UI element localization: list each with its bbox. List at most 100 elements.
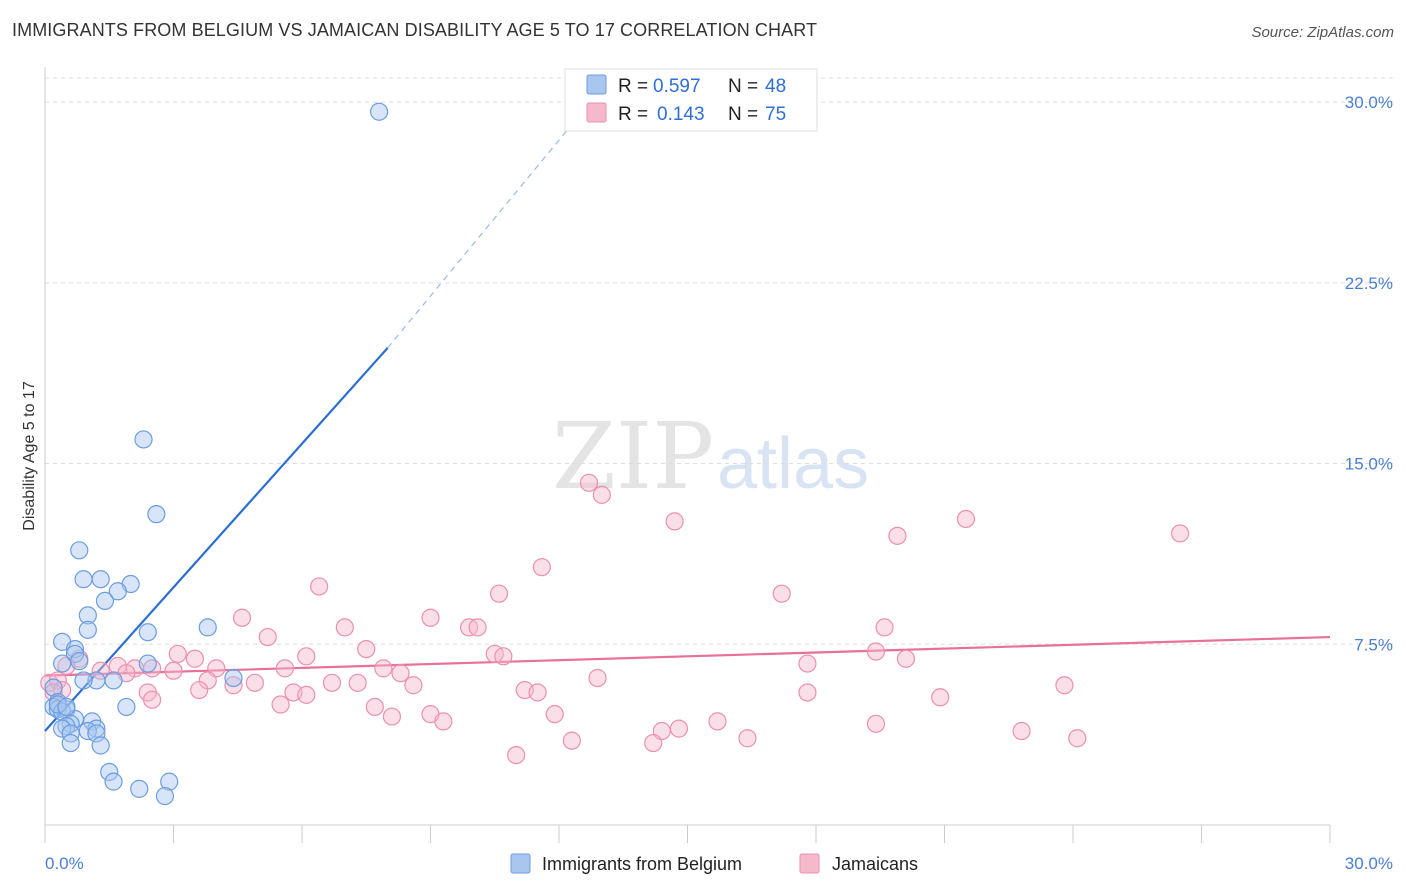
- bottom-legend-swatch-blue: [510, 853, 531, 874]
- point-belgium: [108, 582, 127, 601]
- trend-line-belgium: [44, 347, 389, 732]
- point-belgium: [91, 736, 110, 755]
- point-jamaicans: [644, 733, 663, 753]
- point-belgium: [65, 639, 85, 659]
- point-belgium: [130, 779, 149, 798]
- data-points: [40, 102, 1190, 806]
- point-jamaicans: [224, 676, 243, 695]
- legend-r-value-2: 0.143: [657, 104, 705, 125]
- point-belgium: [134, 430, 153, 449]
- point-belgium: [104, 671, 123, 690]
- point-belgium: [138, 654, 157, 673]
- x-tick-label-start: 0.0%: [45, 854, 84, 873]
- point-jamaicans: [528, 683, 547, 702]
- point-jamaicans: [592, 485, 611, 504]
- point-jamaicans: [875, 618, 894, 637]
- bottom-legend-swatch-pink: [799, 853, 820, 874]
- axes: [44, 67, 1331, 843]
- point-jamaicans: [579, 473, 599, 492]
- legend-swatch-blue: [586, 74, 607, 95]
- point-jamaicans: [931, 688, 950, 707]
- point-jamaicans: [168, 644, 187, 664]
- point-jamaicans: [335, 618, 354, 637]
- point-belgium: [224, 668, 243, 688]
- point-jamaicans: [404, 676, 423, 695]
- chart-title: IMMIGRANTS FROM BELGIUM VS JAMAICAN DISA…: [12, 20, 818, 40]
- point-jamaicans: [374, 659, 393, 678]
- point-jamaicans: [258, 627, 277, 647]
- point-jamaicans: [382, 707, 402, 726]
- grid-lines: [45, 77, 1395, 645]
- point-belgium: [138, 623, 157, 642]
- trend-line-belgium-extension: [387, 113, 581, 349]
- point-jamaicans: [588, 668, 607, 688]
- correlation-legend: R = 0.597 N = 48 R = 0.143 N = 75: [564, 68, 818, 132]
- bottom-legend-label-belgium: Immigrants from Belgium: [542, 854, 742, 874]
- point-jamaicans: [232, 608, 252, 627]
- point-jamaicans: [1012, 721, 1031, 741]
- point-belgium: [155, 786, 175, 806]
- y-axis-label: Disability Age 5 to 17: [21, 381, 38, 531]
- point-belgium: [160, 772, 179, 791]
- point-jamaicans: [798, 683, 817, 702]
- point-jamaicans: [434, 712, 453, 731]
- point-belgium: [198, 618, 217, 637]
- point-jamaicans: [271, 695, 290, 714]
- point-belgium: [74, 671, 93, 690]
- legend-n-label-2: N =: [728, 104, 758, 125]
- point-jamaicans: [798, 654, 817, 673]
- point-belgium: [78, 620, 97, 639]
- point-belgium: [91, 570, 110, 589]
- point-jamaicans: [562, 731, 581, 750]
- point-jamaicans: [956, 509, 976, 529]
- point-belgium: [53, 654, 72, 673]
- point-jamaicans: [365, 697, 384, 717]
- x-tick-label-end: 30.0%: [1345, 854, 1393, 873]
- point-belgium: [95, 591, 115, 611]
- point-belgium: [78, 606, 97, 625]
- point-belgium: [147, 505, 166, 524]
- point-belgium: [70, 652, 89, 671]
- point-belgium: [70, 541, 89, 560]
- bottom-legend-label-jamaicans: Jamaicans: [832, 854, 918, 874]
- point-jamaicans: [91, 661, 110, 680]
- point-jamaicans: [532, 558, 551, 577]
- y-tick-label: 22.5%: [1345, 274, 1393, 293]
- legend-n-value-2: 75: [765, 104, 786, 125]
- point-belgium: [61, 724, 80, 743]
- point-jamaicans: [190, 680, 209, 700]
- legend-r-label-2: R =: [618, 104, 648, 125]
- y-tick-labels: 7.5% 15.0% 22.5% 30.0%: [1345, 93, 1393, 654]
- watermark-zip: ZIP: [552, 403, 714, 510]
- series-legend: Immigrants from Belgium Jamaicans: [510, 853, 918, 874]
- point-belgium: [370, 102, 389, 121]
- point-jamaicans: [142, 690, 162, 709]
- point-jamaicans: [866, 642, 886, 661]
- trend-line-jamaicans: [44, 635, 1331, 677]
- point-jamaicans: [896, 649, 916, 668]
- point-jamaicans: [164, 661, 183, 680]
- point-jamaicans: [322, 673, 342, 692]
- legend-r-label-1: R =: [618, 76, 648, 97]
- y-tick-label: 30.0%: [1345, 93, 1393, 112]
- point-belgium: [117, 697, 136, 717]
- point-jamaicans: [297, 685, 316, 704]
- point-belgium: [61, 733, 80, 753]
- point-jamaicans: [357, 639, 376, 659]
- point-jamaicans: [468, 618, 487, 637]
- point-jamaicans: [1170, 524, 1190, 543]
- point-belgium: [53, 719, 72, 738]
- point-jamaicans: [297, 647, 316, 666]
- point-jamaicans: [669, 719, 689, 738]
- point-jamaicans: [708, 712, 727, 731]
- point-belgium: [104, 772, 123, 791]
- point-jamaicans: [665, 512, 684, 531]
- point-belgium: [100, 762, 119, 782]
- legend-swatch-pink: [586, 102, 607, 123]
- legend-n-value-1: 48: [765, 76, 786, 97]
- point-belgium: [44, 678, 63, 697]
- point-jamaicans: [866, 714, 886, 733]
- source-label: Source: ZipAtlas.com: [1251, 24, 1394, 41]
- point-jamaicans: [275, 659, 294, 678]
